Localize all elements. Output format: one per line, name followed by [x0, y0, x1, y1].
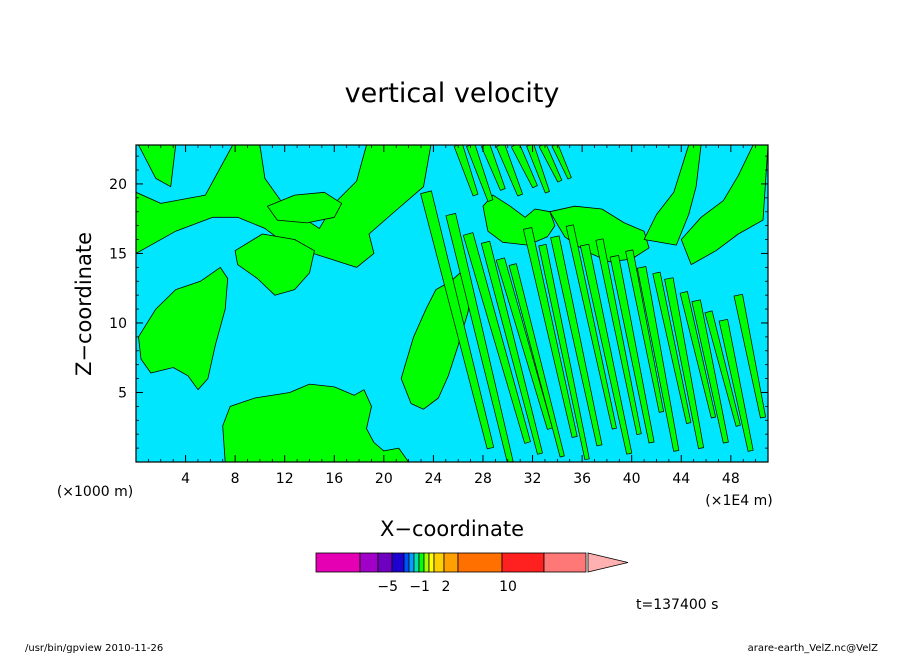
x-tick-label: 16 — [325, 471, 343, 487]
footer-right: arare-earth_VelZ.nc@VelZ — [748, 643, 879, 654]
colorbar-swatch — [443, 552, 459, 573]
colorbar-swatch — [501, 552, 545, 573]
positive-region-5 — [222, 383, 410, 462]
positive-streak-27 — [526, 145, 550, 194]
x-axis: 4 8 12 16 20 24 28 32 36 40 44 48 — [147, 145, 757, 487]
x-tick-label: 28 — [474, 471, 492, 487]
colorbar-label: 10 — [499, 579, 517, 595]
colorbar-swatch — [403, 552, 410, 573]
positive-region-2 — [234, 233, 315, 296]
colorbar-swatch — [433, 552, 445, 573]
positive-streak-12 — [609, 255, 655, 444]
positive-streak-29 — [551, 145, 572, 180]
x-tick-label: 8 — [231, 471, 240, 487]
positive-streak-0 — [420, 190, 495, 450]
colorbar-label: −5 — [377, 579, 398, 595]
positive-region-0 — [138, 145, 177, 188]
positive-streak-11 — [595, 238, 642, 435]
positive-region-3 — [138, 266, 229, 391]
positive-region-7 — [482, 194, 556, 246]
x-tick-label: 32 — [524, 471, 542, 487]
positive-streak-17 — [679, 291, 716, 419]
positive-streak-7 — [538, 243, 590, 461]
colorbar-label: 2 — [441, 579, 450, 595]
positive-streak-2 — [462, 232, 531, 444]
positive-streak-15 — [652, 271, 692, 424]
colorbar-swatch — [457, 552, 503, 573]
colorbar-swatch — [418, 552, 425, 573]
colorbar-swatch — [428, 552, 435, 573]
x-tick-label: 48 — [722, 471, 740, 487]
x-axis-title: X−coordinate — [380, 517, 524, 541]
footer-left: /usr/bin/gpview 2010-11-26 — [25, 643, 163, 654]
colorbar-swatch — [315, 552, 361, 573]
positive-streak-5 — [508, 263, 565, 458]
positive-streak-9 — [565, 224, 617, 430]
x-unit-right: (×1E4 m) — [705, 493, 772, 509]
positive-streak-8 — [550, 235, 603, 447]
colorbar-swatch — [391, 552, 405, 573]
positive-streak-26 — [510, 145, 538, 189]
contour-layer — [136, 145, 768, 462]
y-tick-label: 5 — [118, 385, 127, 401]
positive-streak-6 — [523, 227, 578, 438]
positive-streak-23 — [466, 145, 494, 202]
positive-streak-22 — [453, 145, 479, 197]
y-axis-title: Z−coordinate — [72, 232, 96, 376]
x-tick-label: 12 — [276, 471, 294, 487]
x-tick-label: 40 — [623, 471, 641, 487]
positive-streak-16 — [664, 277, 704, 449]
positive-streak-25 — [495, 145, 523, 197]
positive-streak-14 — [636, 266, 680, 452]
colorbar-swatch — [377, 552, 393, 573]
colorbar-swatch — [543, 552, 587, 573]
time-label: t=137400 s — [636, 597, 718, 613]
colorbar-swatch — [423, 552, 430, 573]
y-tick-label: 15 — [109, 246, 127, 262]
plot-area — [135, 144, 769, 463]
positive-region-9 — [680, 145, 768, 266]
positive-streak-28 — [538, 145, 563, 183]
chart-title: vertical velocity — [345, 78, 560, 109]
x-tick-label: 36 — [573, 471, 591, 487]
positive-region-10 — [643, 145, 702, 246]
colorbar: −5 −1 2 10 — [315, 552, 629, 595]
positive-region-4 — [266, 191, 343, 224]
plot-frame — [135, 144, 769, 463]
x-tick-label: 44 — [672, 471, 690, 487]
x-tick-label: 4 — [181, 471, 190, 487]
y-axis: 5 10 15 20 — [109, 155, 768, 449]
positive-streak-21 — [733, 293, 766, 419]
positive-streak-3 — [480, 240, 543, 455]
positive-streak-13 — [625, 249, 664, 413]
colorbar-swatch — [359, 552, 379, 573]
colorbar-arrow — [587, 552, 629, 573]
y-tick-label: 20 — [109, 177, 127, 193]
positive-streak-24 — [481, 145, 506, 191]
positive-streak-1 — [445, 213, 514, 462]
positive-streak-18 — [691, 299, 729, 444]
positive-streak-19 — [704, 310, 741, 427]
positive-streak-10 — [580, 243, 633, 455]
y-tick-label: 10 — [109, 316, 127, 332]
x-unit-left: (×1000 m) — [57, 484, 133, 500]
x-tick-label: 20 — [375, 471, 393, 487]
positive-streak-20 — [718, 318, 754, 452]
x-tick-label: 24 — [424, 471, 442, 487]
colorbar-swatch — [408, 552, 415, 573]
colorbar-label: −1 — [409, 579, 430, 595]
colorbar-swatch — [413, 552, 420, 573]
